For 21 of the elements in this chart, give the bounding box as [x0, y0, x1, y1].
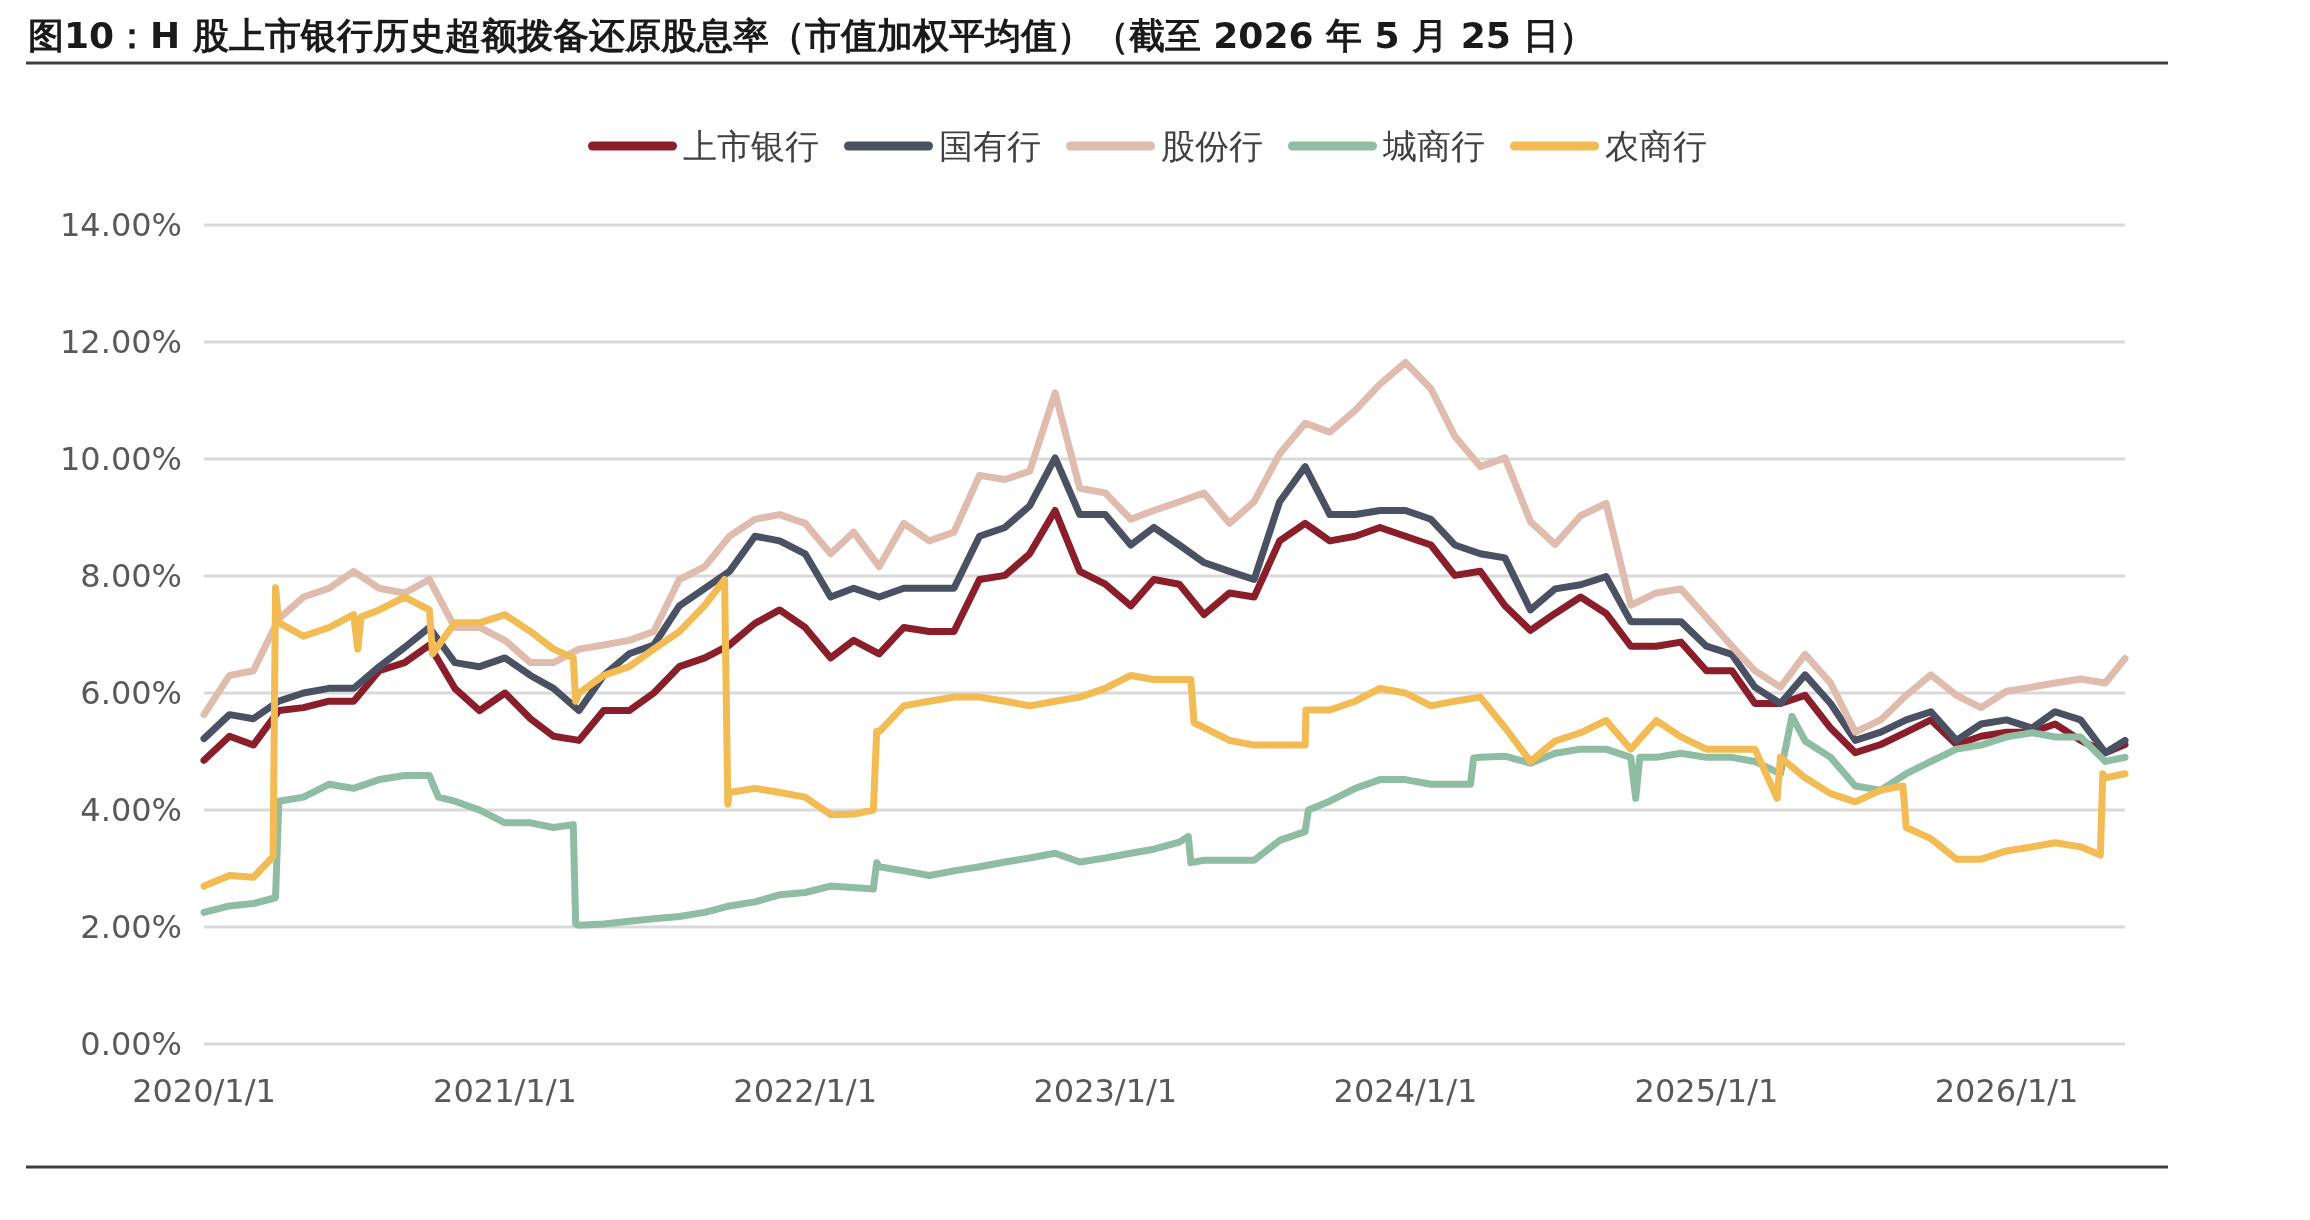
legend-label: 上市银行	[682, 125, 819, 166]
x-tick-label: 2024/1/1	[1333, 1072, 1478, 1110]
y-tick-label: 2.00%	[80, 908, 182, 947]
legend-label: 国有行	[938, 125, 1041, 166]
x-tick-label: 2025/1/1	[1634, 1072, 1779, 1110]
x-tick-label: 2026/1/1	[1934, 1072, 2079, 1110]
x-tick-label: 2022/1/1	[733, 1072, 877, 1110]
x-tick-label: 2021/1/1	[433, 1072, 577, 1110]
y-tick-label: 8.00%	[80, 557, 182, 596]
y-tick-label: 4.00%	[80, 791, 182, 830]
legend-label: 农商行	[1604, 125, 1707, 166]
y-tick-label: 6.00%	[80, 674, 182, 713]
chart-title: 图10：H 股上市银行历史超额拨备还原股息率（市值加权平均值）（截至 2026 年 5 月 25 日）	[28, 15, 1596, 56]
x-tick-label: 2020/1/1	[132, 1072, 276, 1110]
y-tick-label: 10.00%	[59, 440, 182, 479]
y-tick-label: 0.00%	[80, 1025, 182, 1064]
x-tick-label: 2023/1/1	[1033, 1072, 1178, 1110]
legend-label: 城商行	[1381, 125, 1485, 166]
y-tick-label: 14.00%	[59, 206, 182, 245]
legend-label: 股份行	[1160, 125, 1263, 166]
y-tick-label: 12.00%	[59, 323, 182, 362]
